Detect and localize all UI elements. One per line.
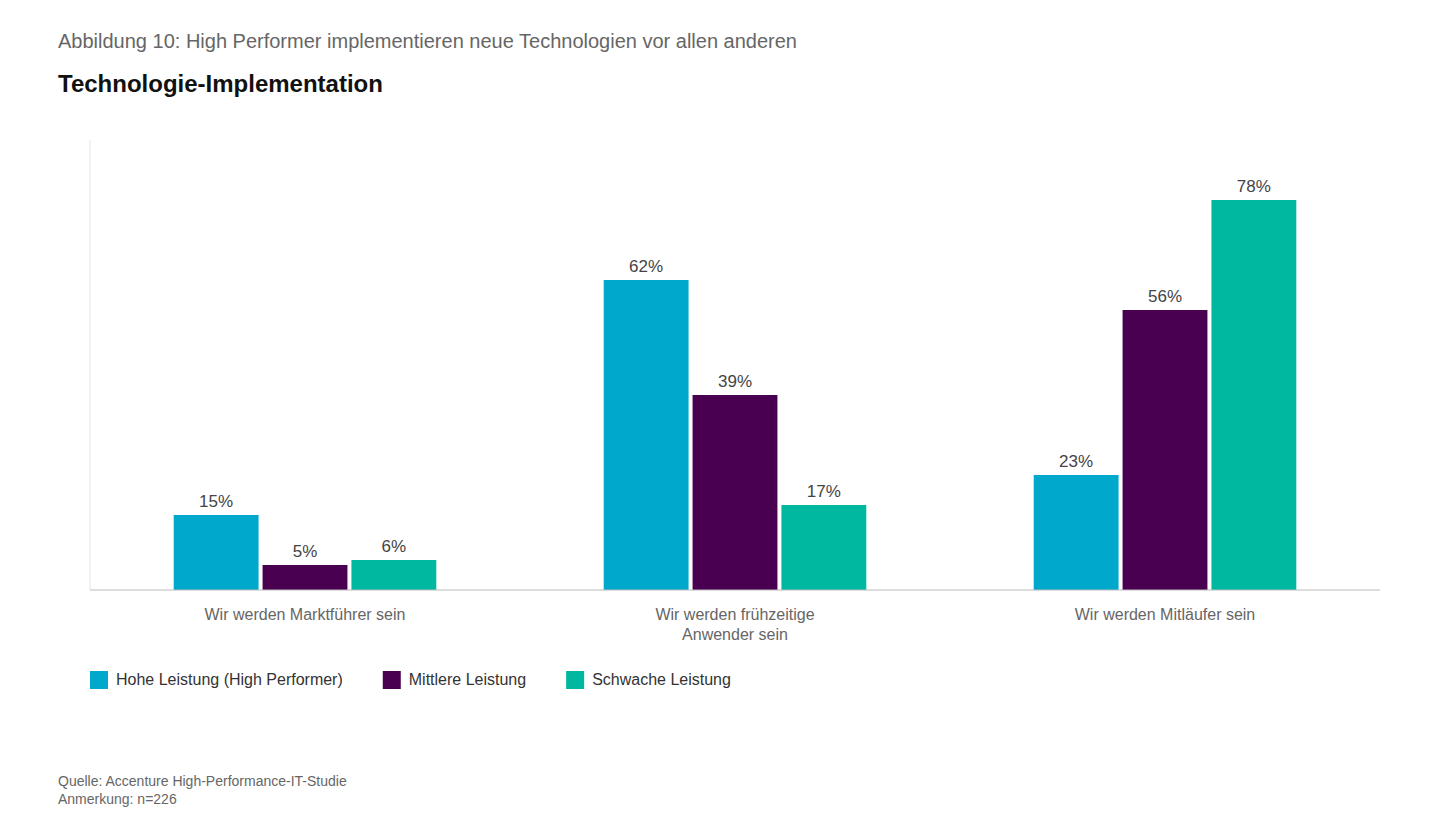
x-tick-label: Wir werden Mitläufer sein bbox=[1075, 606, 1256, 623]
source: Quelle: Accenture High-Performance-IT-St… bbox=[58, 773, 347, 807]
data-label: 62% bbox=[629, 257, 663, 276]
legend-label: Mittlere Leistung bbox=[409, 671, 526, 688]
data-label: 17% bbox=[807, 482, 841, 501]
legend-swatch bbox=[566, 671, 584, 689]
legend-swatch bbox=[90, 671, 108, 689]
x-axis bbox=[90, 590, 1380, 591]
x-tick-label: Wir werden Marktführer sein bbox=[205, 606, 406, 623]
bar bbox=[604, 280, 689, 590]
legend-label: Schwache Leistung bbox=[592, 671, 731, 688]
x-tick-label: Wir werden frühzeitigeAnwender sein bbox=[655, 606, 814, 643]
bar bbox=[693, 395, 778, 590]
bar bbox=[351, 560, 436, 590]
legend-swatch bbox=[383, 671, 401, 689]
data-label: 6% bbox=[382, 537, 407, 556]
bar bbox=[1123, 310, 1208, 590]
bar bbox=[174, 515, 259, 590]
data-label: 39% bbox=[718, 372, 752, 391]
data-label: 15% bbox=[199, 492, 233, 511]
bars bbox=[174, 200, 1297, 590]
legend-label: Hohe Leistung (High Performer) bbox=[116, 671, 343, 688]
y-axis bbox=[90, 140, 91, 590]
data-label: 23% bbox=[1059, 452, 1093, 471]
subtitle: Technologie-Implementation bbox=[58, 70, 383, 97]
chart: Abbildung 10: High Performer implementie… bbox=[0, 0, 1440, 830]
legend: Hohe Leistung (High Performer) Mittlere L… bbox=[90, 671, 731, 689]
data-label: 56% bbox=[1148, 287, 1182, 306]
data-label: 5% bbox=[293, 542, 318, 561]
bar bbox=[781, 505, 866, 590]
bar bbox=[1034, 475, 1119, 590]
data-labels: 15% 62% 23% 5% 39% 56% 6% 17% 78% bbox=[199, 177, 1271, 561]
data-label: 78% bbox=[1237, 177, 1271, 196]
bar bbox=[263, 565, 348, 590]
title: Abbildung 10: High Performer implementie… bbox=[58, 30, 797, 52]
bar bbox=[1211, 200, 1296, 590]
